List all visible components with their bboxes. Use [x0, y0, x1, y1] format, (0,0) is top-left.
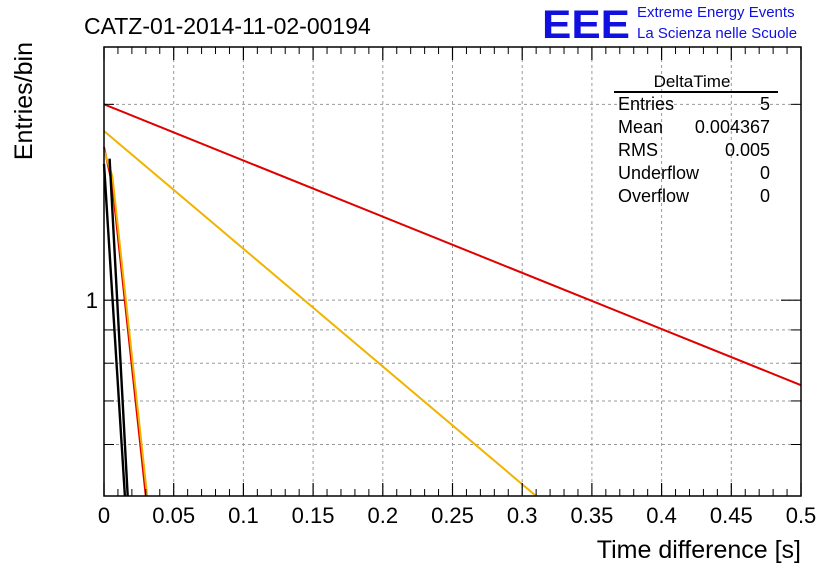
x-axis-label: Time difference [s]: [597, 536, 801, 564]
stats-value: 0.004367: [695, 117, 770, 137]
stats-label: Entries: [618, 94, 674, 114]
logo-line-2: La Scienza nelle Scuole: [637, 25, 797, 42]
x-tick-label: 0.3: [507, 503, 538, 528]
x-tick-label: 0.1: [228, 503, 259, 528]
stats-label: Mean: [618, 117, 663, 137]
stats-title: DeltaTime: [654, 72, 731, 91]
y-axis-label: Entries/bin: [10, 42, 38, 160]
x-tick-label: 0.4: [646, 503, 677, 528]
logo-mark: EEE: [542, 3, 630, 47]
series-group: [102, 103, 802, 497]
x-tick-label: 0.5: [786, 503, 817, 528]
plot-frame: [103, 46, 802, 497]
stats-label: Underflow: [618, 163, 700, 183]
x-tick-label: 0.2: [368, 503, 399, 528]
x-tick-label: 0.05: [152, 503, 195, 528]
series-line-1: [103, 103, 802, 387]
y-tick-label: 1: [86, 288, 98, 313]
stats-box: DeltaTime Entries 5 Mean 0.004367 RMS 0.005 Un…: [614, 72, 778, 206]
x-tick-label: 0.25: [431, 503, 474, 528]
x-tick-label: 0.15: [292, 503, 335, 528]
series-line-4: [103, 149, 149, 497]
stats-value: 0.005: [725, 140, 770, 160]
chart-title: CATZ-01-2014-11-02-00194: [84, 13, 371, 39]
stats-rows: Entries 5 Mean 0.004367 RMS 0.005 Underflow 0 Ov…: [618, 94, 770, 206]
series-line-2: [103, 130, 537, 497]
stats-value: 5: [760, 94, 770, 114]
x-tick-label: 0.45: [710, 503, 753, 528]
eee-logo: EEE Extreme Energy Events La Scienza nel…: [542, 3, 797, 47]
x-tick-label: 0: [98, 503, 110, 528]
axis-ticks: 0 0.05 0.1 0.15 0.2 0.25 0.3 0.35 0.4 0.45 0.5 1: [86, 47, 817, 528]
series-line-6: [108, 158, 129, 497]
plot-grid: [104, 47, 801, 496]
stats-value: 0: [760, 186, 770, 206]
stats-value: 0: [760, 163, 770, 183]
stats-label: RMS: [618, 140, 658, 160]
stats-label: Overflow: [618, 186, 690, 206]
x-tick-label: 0.35: [570, 503, 613, 528]
logo-line-1: Extreme Energy Events: [637, 4, 795, 21]
series-line-5: [102, 163, 127, 497]
